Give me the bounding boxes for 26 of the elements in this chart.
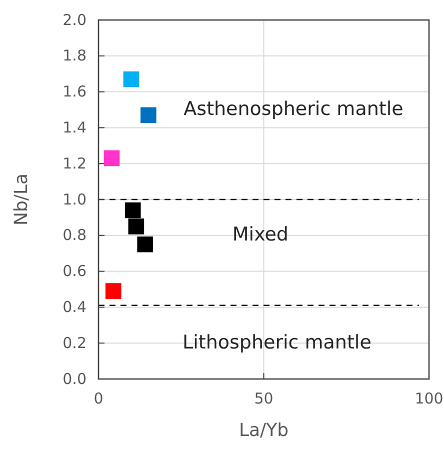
annotation: Mixed <box>232 224 288 246</box>
x-tick-label: 100 <box>414 390 444 408</box>
point <box>137 236 154 252</box>
point <box>104 150 120 166</box>
point <box>128 218 144 234</box>
y-axis-title: Nb/La <box>11 173 32 226</box>
point <box>124 202 141 218</box>
y-tick-label: 0.8 <box>62 226 86 244</box>
y-tick-label: 1.4 <box>62 118 86 136</box>
y-tick-label: 0.4 <box>62 298 86 316</box>
annotation: Asthenospheric mantle <box>184 98 404 120</box>
y-tick-label: 1.6 <box>62 82 86 101</box>
y-tick-label: 0.2 <box>62 334 86 352</box>
point <box>140 107 156 124</box>
y-tick-label: 2.0 <box>62 10 86 29</box>
point <box>123 71 140 88</box>
y-tick-label: 0.0 <box>62 370 86 388</box>
point <box>105 283 122 299</box>
x-tick-label: 0 <box>94 390 104 408</box>
x-axis-title: La/Yb <box>238 420 289 441</box>
y-tick-label: 1.2 <box>62 154 86 172</box>
y-tick-label: 1.8 <box>62 46 86 65</box>
annotation: Lithospheric mantle <box>182 331 372 354</box>
y-tick-label: 0.6 <box>62 262 86 280</box>
x-tick-label: 50 <box>254 390 274 408</box>
y-tick-label: 1.0 <box>62 190 86 208</box>
